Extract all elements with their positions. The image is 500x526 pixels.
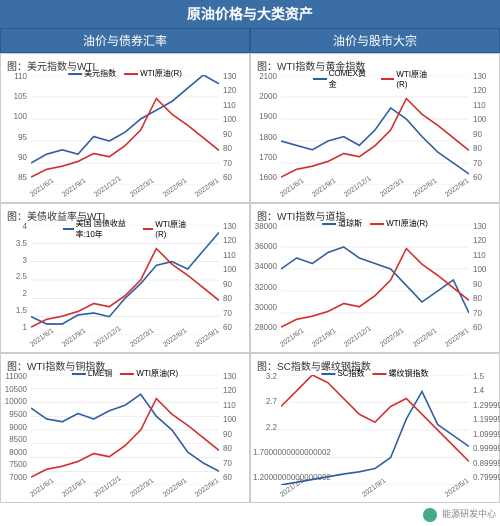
legend-item: COMEX黄金 [313,68,373,90]
y-axis-left: 3.22.72.21.70000000000000021.20000000000… [253,372,277,482]
main-title: 原油价格与大类资产 [0,0,500,28]
y-axis-right: 13012011010090807060 [223,72,247,182]
legend-item: 道琼斯 [322,218,362,229]
y-axis-right: 13012011010090807060 [223,222,247,332]
x-axis: 2021/6/12021/9/12021/12/12022/3/12022/6/… [29,343,221,350]
y-axis-left: 110105100959085 [3,72,27,182]
legend-item: 螺纹钢指数 [373,368,429,379]
y-axis-right: 13012011010090807060 [473,222,497,332]
y-axis-right: 1.51.41.29999999999999981.19999999999999… [473,372,497,482]
chart-area [281,375,469,485]
legend-item: WTI原油(R) [120,368,178,379]
legend: COMEX黄金 WTI原油(R) [313,68,437,90]
legend: 美国 国债收益率:10年 WTI原油(R) [63,218,187,240]
chart-grid: 图：美元指数与WTI 美元指数 WTI原油(R) 110105100959085… [0,53,500,503]
legend-item: LME铜 [72,368,112,379]
chart-area [31,75,219,185]
x-axis: 2021/6/12021/9/12021/12/12022/3/12022/6/… [279,193,471,200]
chart-area [281,225,469,335]
sub-headers: 油价与债券汇率 油价与股市大宗 [0,28,500,53]
source-icon [423,508,437,522]
legend: LME铜 WTI原油(R) [72,368,178,379]
x-axis: 2021/6/12021/9/12021/12/12022/3/12022/6/… [29,193,221,200]
legend: SC指数 螺纹钢指数 [321,368,428,379]
y-axis-right: 13012011010090807060 [223,372,247,482]
legend-item: WTI原油(R) [124,68,182,79]
footer: 能源研发中心 [0,503,500,526]
chart-panel: 图：WTI指数与黄金指数 COMEX黄金 WTI原油(R) 2100200019… [250,53,500,203]
chart-panel: 图：美债收益率与WTI 美国 国债收益率:10年 WTI原油(R) 43.532… [0,203,250,353]
chart-panel: 图：SC指数与螺纹钢指数 SC指数 螺纹钢指数 3.22.72.21.70000… [250,353,500,503]
x-axis: 2021/6/12021/9/12021/12/12022/3/12022/6/… [279,343,471,350]
legend-item: WTI原油(R) [381,68,437,90]
x-axis: 2021/6/12021/9/12021/12/12022/3/12022/6/… [29,493,221,500]
legend-item: 美元指数 [68,68,116,79]
section-left-header: 油价与债券汇率 [0,28,250,53]
y-axis-left: 110001050010000950090008500800075007000 [3,372,27,482]
legend-item: WTI原油(R) [143,218,187,240]
y-axis-left: 380003600034000320003000028000 [253,222,277,332]
chart-area [31,375,219,485]
chart-panel: 图：WTI指数与铜指数 LME铜 WTI原油(R) 11000105001000… [0,353,250,503]
y-axis-right: 13012011010090807060 [473,72,497,182]
legend-item: WTI原油(R) [370,218,428,229]
legend: 道琼斯 WTI原油(R) [322,218,428,229]
y-axis-left: 210020001900180017001600 [253,72,277,182]
chart-panel: 图：美元指数与WTI 美元指数 WTI原油(R) 110105100959085… [0,53,250,203]
x-axis: 2021/1/12021/9/12022/5/1 [279,493,471,500]
chart-panel: 图：WTI指数与道指 道琼斯 WTI原油(R) 3800036000340003… [250,203,500,353]
footer-text: 能源研发中心 [442,509,496,519]
chart-area [31,225,219,335]
chart-area [281,75,469,185]
section-right-header: 油价与股市大宗 [250,28,500,53]
y-axis-left: 43.532.521.51 [3,222,27,332]
legend-item: 美国 国债收益率:10年 [63,218,135,240]
legend: 美元指数 WTI原油(R) [68,68,182,79]
legend-item: SC指数 [321,368,364,379]
